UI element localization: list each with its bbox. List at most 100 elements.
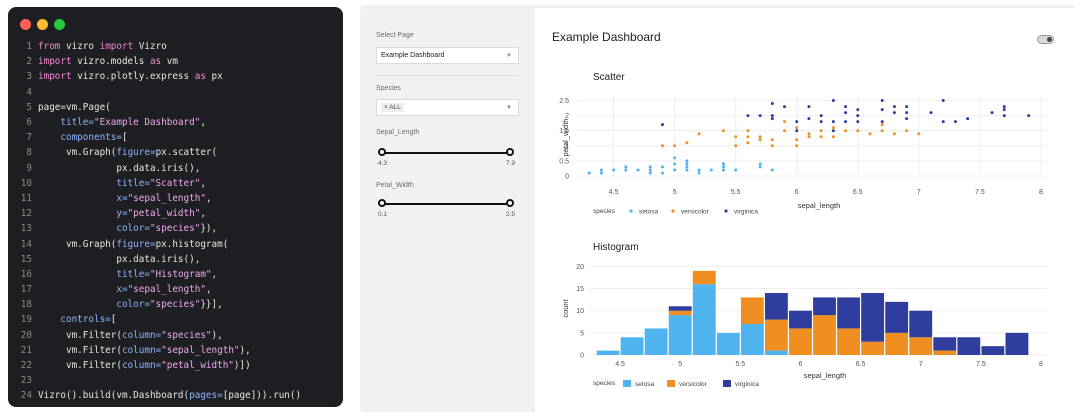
scatter-point-versicolor <box>880 129 884 133</box>
histogram-bar-versicolor <box>837 328 860 355</box>
scatter-point-versicolor <box>746 141 750 145</box>
y-tick-label: 1.5 <box>559 128 569 135</box>
histogram-bar-setosa <box>596 350 620 355</box>
petal-width-slider-track[interactable] <box>382 203 510 205</box>
code-token: "species" <box>149 299 201 311</box>
species-all-chip[interactable]: × ALL <box>381 103 404 112</box>
sepal-length-max-value: 7.9 <box>506 160 516 167</box>
line-number: 21 <box>20 344 32 356</box>
scatter-point-virginica <box>941 99 945 103</box>
code-token: Vizro <box>138 41 167 53</box>
code-line: 8 vm.Graph(figure=px.scatter( <box>8 145 343 160</box>
code-token: vm <box>166 56 178 68</box>
code-line: 13 color="species"}), <box>8 221 343 236</box>
line-number: 20 <box>20 329 32 341</box>
code-line: 12 y="petal_width", <box>8 206 343 221</box>
line-number: 18 <box>20 299 32 311</box>
scatter-chart[interactable]: Scatter 0 0.5 1 1.5 2 2.5 4.5 5 5.5 6 6.5 7 7.5 8 petal… <box>535 58 1076 238</box>
code-lines: 1 from vizro import Vizro 2 import vizro.mo… <box>8 39 343 404</box>
petal-width-min-handle[interactable] <box>378 199 386 207</box>
code-text: color="species"}}], <box>38 299 222 311</box>
line-number: 10 <box>20 177 32 189</box>
line-number: 9 <box>26 162 32 174</box>
scatter-point-virginica <box>1002 108 1006 112</box>
scatter-point-virginica <box>770 117 774 121</box>
code-token: px.data.iris(), <box>38 162 201 174</box>
x-tick-label: 6 <box>795 189 799 196</box>
code-token: "sepal_length" <box>127 284 206 296</box>
code-token: )]) <box>233 360 251 372</box>
legend-item: versicolor <box>679 381 708 388</box>
code-line: 16 title="Histogram", <box>8 267 343 282</box>
histogram-bar-virginica <box>668 306 692 311</box>
x-tick-label: 7.5 <box>975 189 985 196</box>
x-tick-label: 4.5 <box>615 361 625 368</box>
minimize-window-dot[interactable] <box>37 19 48 30</box>
scatter-point-virginica <box>929 111 933 115</box>
line-number: 15 <box>20 253 32 265</box>
code-token: [ <box>110 314 117 326</box>
histogram-bar-setosa <box>692 284 716 355</box>
code-token: "Scatter" <box>149 177 201 189</box>
code-line: 10 title="Scatter", <box>8 176 343 191</box>
petal-width-max-handle[interactable] <box>506 199 514 207</box>
scatter-point-setosa <box>734 168 738 172</box>
y-tick-label: 1 <box>565 143 569 150</box>
scatter-point-virginica <box>966 117 970 121</box>
code-text: color="species"}), <box>38 223 217 234</box>
code-line: 14 vm.Graph(figure=px.histogram( <box>8 236 343 251</box>
sepal-length-slider-track[interactable] <box>382 152 510 154</box>
x-tick-label: 5.5 <box>735 361 745 368</box>
histogram-bar-versicolor <box>885 332 909 355</box>
sepal-length-max-handle[interactable] <box>506 148 514 156</box>
scatter-point-setosa <box>673 156 677 160</box>
code-token: ), <box>239 344 251 356</box>
histogram-bar-virginica <box>861 293 885 342</box>
scatter-point-versicolor <box>660 144 664 148</box>
code-line: 20 vm.Filter(column="species"), <box>8 328 343 343</box>
code-token: [page])).run() <box>222 390 302 402</box>
scatter-point-virginica <box>856 120 860 124</box>
maximize-window-dot[interactable] <box>54 19 65 30</box>
theme-toggle[interactable] <box>1037 35 1054 44</box>
code-token: px.data.iris(), <box>38 253 201 265</box>
code-token: , <box>200 177 206 189</box>
histogram-bar-setosa <box>764 350 788 355</box>
code-token: [ <box>121 132 128 144</box>
code-token: title= <box>38 177 150 189</box>
scatter-point-virginica <box>953 120 957 124</box>
close-window-dot[interactable] <box>20 19 31 30</box>
histogram-chart[interactable]: Histogram 0 5 10 15 20 4.5 5 5.5 6 6.5 7 7.5 8 count se… <box>535 232 1076 402</box>
histogram-bar-versicolor <box>933 350 957 355</box>
scatter-point-versicolor <box>673 144 677 148</box>
select-page-dropdown[interactable]: Example Dashboard ▼ <box>376 47 519 64</box>
scatter-point-virginica <box>856 108 860 112</box>
x-tick-label: 6.5 <box>856 361 866 368</box>
code-token: color= <box>38 223 150 235</box>
line-number: 1 <box>26 41 32 53</box>
scatter-point-setosa <box>697 168 701 172</box>
scatter-point-versicolor <box>807 135 811 139</box>
sepal-length-min-handle[interactable] <box>378 148 386 156</box>
scatter-point-versicolor <box>734 144 738 148</box>
code-line: 3 import vizro.plotly.express as px <box>8 69 343 84</box>
histogram-bar-versicolor <box>668 310 692 316</box>
scatter-point-setosa <box>758 165 762 169</box>
code-line: 22 vm.Filter(column="petal_width")]) <box>8 358 343 373</box>
code-text: vm.Graph(figure=px.histogram( <box>38 239 228 250</box>
scatter-point-virginica <box>831 129 835 133</box>
x-tick-label: 8 <box>1039 361 1043 368</box>
scatter-point-versicolor <box>697 132 701 136</box>
code-text: controls=[ <box>38 314 116 325</box>
scatter-point-setosa <box>673 162 677 166</box>
histogram-bar-setosa <box>740 324 764 355</box>
scatter-point-virginica <box>905 117 909 121</box>
species-filter-dropdown[interactable]: × ALL ▼ <box>376 99 519 116</box>
code-token: import <box>99 41 139 53</box>
scatter-point-setosa <box>685 159 689 163</box>
legend-title: species <box>593 380 616 387</box>
petal-width-min-value: 0.1 <box>378 211 388 218</box>
code-token: vm.Filter( <box>38 329 122 341</box>
code-token: "Example Dashboard" <box>93 117 201 129</box>
y-tick-label: 10 <box>576 308 584 315</box>
